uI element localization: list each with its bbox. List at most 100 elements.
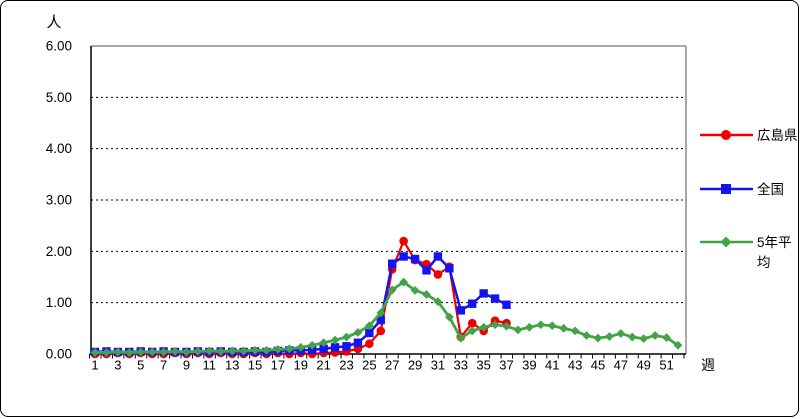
data-point-diamond — [627, 332, 637, 342]
data-point-diamond — [147, 347, 157, 357]
x-axis-tick-label: 27 — [385, 358, 399, 373]
data-point-diamond — [262, 346, 271, 355]
data-point-square — [433, 252, 443, 261]
x-axis-unit-label: 週 — [701, 357, 715, 373]
y-axis-unit-label: 人 — [46, 14, 61, 31]
data-point-diamond — [502, 321, 511, 331]
data-point-diamond — [444, 312, 454, 322]
data-point-square — [342, 342, 351, 351]
data-point-circle — [433, 270, 443, 279]
data-point-square — [410, 254, 420, 264]
plot-area: 0.001.002.003.004.005.006.001 3 5 7 9 11 13 15 1… — [46, 39, 687, 373]
y-axis-tick-label: 3.00 — [46, 193, 72, 208]
y-axis-tick-label: 4.00 — [46, 141, 72, 156]
data-point-diamond — [513, 325, 523, 335]
data-point-diamond — [182, 347, 191, 357]
data-point-square — [307, 345, 317, 355]
data-point-circle — [399, 236, 408, 246]
data-point-diamond — [90, 348, 100, 357]
data-point-diamond — [204, 346, 214, 356]
data-point-diamond — [124, 348, 134, 357]
data-point-diamond — [467, 326, 477, 336]
data-point-diamond — [490, 320, 500, 330]
data-point-square — [399, 252, 408, 261]
legend-label: 広島県 — [757, 128, 798, 143]
legend-item-zenkoku: 全国 — [700, 181, 784, 197]
data-point-diamond — [399, 277, 409, 287]
x-axis-tick-label: 41 — [545, 358, 559, 373]
legend-label: 5年平 — [757, 235, 792, 250]
data-point-diamond — [102, 348, 111, 357]
data-point-diamond — [639, 334, 649, 343]
data-point-diamond — [330, 335, 340, 345]
x-axis-tick-label: 43 — [568, 358, 582, 373]
x-axis-tick-label: 45 — [591, 358, 605, 373]
data-point-square — [456, 306, 465, 315]
x-axis-tick-label: 25 — [362, 358, 376, 373]
legend-label-line2: 均 — [757, 255, 771, 270]
data-point-diamond — [422, 290, 431, 299]
data-point-diamond — [593, 333, 603, 343]
data-point-diamond — [193, 347, 203, 356]
data-point-diamond — [479, 322, 489, 332]
data-point-diamond — [113, 347, 123, 357]
x-axis-tick-label: 37 — [499, 358, 513, 373]
data-point-diamond — [616, 329, 626, 338]
data-point-diamond — [159, 347, 168, 357]
x-axis-tick-label: 35 — [476, 358, 490, 373]
x-axis-tick-label: 21 — [316, 358, 330, 373]
data-point-diamond — [650, 331, 660, 340]
data-point-diamond — [273, 344, 283, 354]
data-point-square — [376, 315, 385, 325]
data-point-square — [388, 259, 397, 268]
legend: 広島県 全国 5年平 均 — [700, 128, 798, 270]
data-point-square — [353, 338, 363, 347]
data-point-diamond — [570, 326, 580, 336]
y-axis-tick-label: 0.00 — [46, 347, 72, 362]
x-axis-tick-label: 49 — [636, 358, 650, 373]
y-axis-tick-label: 5.00 — [46, 90, 72, 105]
data-point-diamond — [433, 297, 443, 307]
x-axis-tick-label: 3 — [114, 358, 121, 373]
data-point-diamond — [364, 321, 374, 331]
data-point-square — [490, 294, 500, 303]
data-point-diamond — [559, 323, 569, 333]
data-point-diamond — [353, 328, 363, 337]
data-point-square — [365, 328, 374, 338]
legend-label: 全国 — [757, 181, 784, 197]
data-point-diamond — [250, 346, 260, 355]
x-axis-tick-label: 31 — [431, 358, 445, 373]
data-point-diamond — [239, 346, 249, 356]
data-point-square — [445, 264, 454, 273]
data-point-diamond — [524, 322, 534, 332]
x-axis-tick-label: 47 — [614, 358, 628, 373]
data-point-diamond — [319, 338, 329, 348]
legend-item-5yr-average: 5年平 均 — [700, 235, 792, 270]
data-point-diamond — [604, 332, 614, 341]
data-point-circle — [376, 326, 386, 336]
data-point-diamond — [296, 342, 306, 352]
data-point-square — [502, 300, 511, 309]
data-point-square — [468, 299, 477, 308]
data-point-diamond — [307, 340, 317, 350]
legend-circle-marker-icon — [721, 130, 731, 140]
y-axis-tick-label: 2.00 — [46, 244, 72, 259]
y-axis-tick-label: 6.00 — [46, 39, 72, 54]
x-axis-tick-label: 29 — [408, 358, 422, 373]
series-line-2 — [95, 280, 679, 354]
data-point-diamond — [410, 285, 420, 295]
data-point-diamond — [662, 333, 671, 342]
legend-item-hiroshima: 広島県 — [700, 128, 798, 143]
data-point-square — [319, 344, 328, 354]
x-axis-tick-label: 11 — [203, 358, 217, 373]
legend-diamond-marker-icon — [720, 236, 732, 248]
data-point-diamond — [582, 331, 591, 340]
x-axis-tick-label: 15 — [248, 358, 262, 373]
data-point-diamond — [547, 321, 557, 331]
x-axis-tick-label: 39 — [522, 358, 536, 373]
x-axis-tick-label: 33 — [454, 358, 468, 373]
data-point-square — [330, 343, 340, 352]
series-line-0 — [95, 239, 507, 356]
